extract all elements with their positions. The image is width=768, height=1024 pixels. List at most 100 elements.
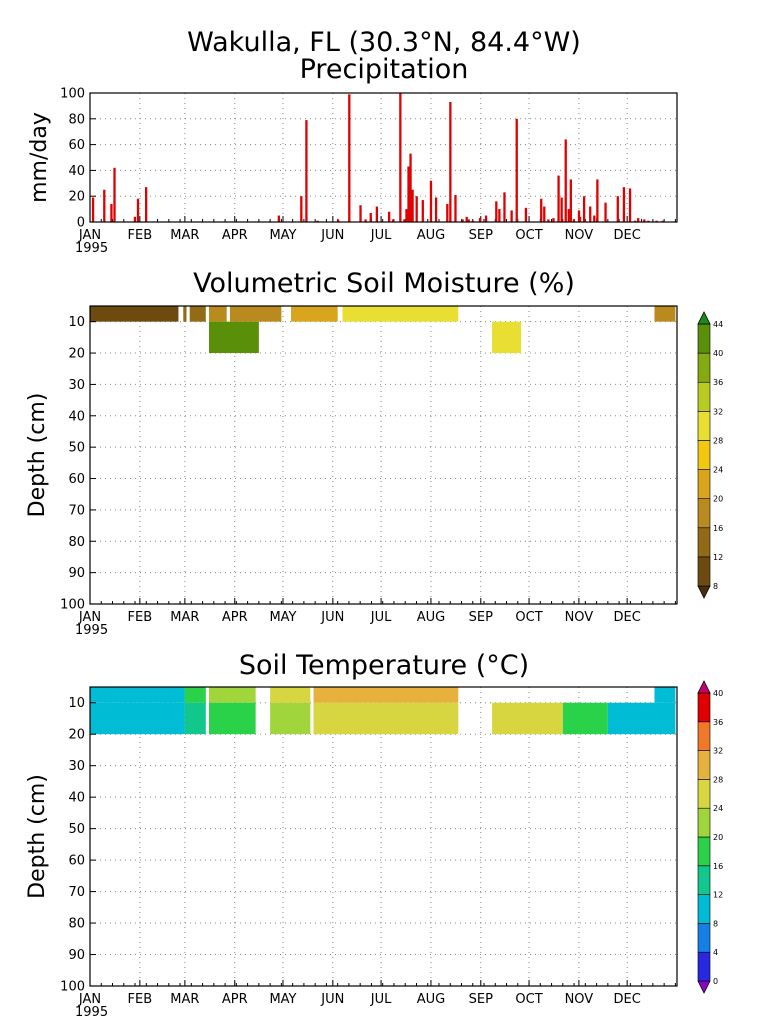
temperature-cell: [562, 702, 608, 735]
precip-ytick-label: 100: [60, 87, 85, 102]
precip-year-label: 1995: [75, 241, 108, 256]
precip-bar: [144, 187, 148, 222]
temperature-cbar-label: 12: [713, 891, 723, 900]
moisture-year-label: 1995: [75, 623, 108, 638]
precip-bar: [113, 167, 116, 222]
temperature-ylabel: Depth (cm): [25, 774, 50, 899]
temperature-cbar-label: 36: [713, 718, 723, 727]
moisture-cbar-label: 40: [713, 349, 723, 358]
precip-bar: [411, 189, 414, 222]
precip-bar: [540, 198, 543, 222]
temperature-cbar-max-tip: [697, 680, 711, 694]
moisture-cell: [189, 306, 206, 322]
precip-month-label: JUN: [320, 228, 344, 243]
precip-bar: [300, 196, 303, 222]
temperature-cbar-segment: [697, 836, 711, 867]
precip-bar: [578, 216, 582, 222]
precip-bar: [392, 219, 395, 222]
precip-bar: [616, 196, 619, 222]
precip-bar: [429, 180, 433, 222]
temperature-month-label: DEC: [613, 992, 640, 1007]
precip-bar: [316, 220, 319, 222]
precip-bar: [467, 219, 470, 222]
temperature-cbar-label: 20: [713, 833, 723, 842]
temperature-ytick-label: 10: [68, 696, 85, 711]
temperature-cell: [313, 702, 459, 735]
temperature-cell: [313, 687, 459, 703]
precip-bar: [364, 219, 367, 222]
precip-bar: [569, 179, 572, 222]
moisture-cbar-segment: [697, 352, 711, 383]
moisture-cbar-label: 8: [713, 582, 718, 591]
moisture-cell: [90, 306, 179, 322]
precip-bar: [622, 187, 626, 222]
temperature-ytick-label: 60: [68, 854, 85, 869]
temperature-cell: [209, 702, 256, 735]
moisture-cbar-label: 36: [713, 378, 723, 387]
precip-month-label: MAR: [170, 228, 199, 243]
moisture-ytick-label: 70: [68, 503, 85, 518]
precip-bar: [495, 201, 498, 222]
precip-ytick-label: 80: [68, 112, 85, 127]
precip-bar: [110, 203, 113, 222]
moisture-cell: [209, 321, 259, 354]
temperature-ytick-label: 90: [68, 948, 85, 963]
moisture-ytick-label: 40: [68, 409, 85, 424]
moisture-month-label: MAY: [269, 610, 296, 625]
temperature-cell: [209, 687, 256, 703]
moisture-cbar-min-tip: [697, 585, 711, 599]
precip-bar: [446, 203, 449, 222]
temperature-cbar-label: 32: [713, 747, 723, 756]
temperature-cell: [270, 702, 311, 735]
precip-bar: [415, 196, 418, 222]
temperature-ytick-label: 40: [68, 791, 85, 806]
moisture-month-label: MAR: [170, 610, 199, 625]
temperature-month-label: SEP: [469, 992, 493, 1007]
temperature-cbar-segment: [697, 951, 711, 982]
moisture-cell: [183, 306, 187, 322]
moisture-ytick-label: 100: [60, 598, 85, 613]
precip-frame: [89, 92, 678, 223]
moisture-ylabel: Depth (cm): [25, 393, 50, 518]
precip-month-label: NOV: [565, 228, 594, 243]
temperature-month-label: MAR: [170, 992, 199, 1007]
precip-month-label: JAN: [78, 228, 101, 243]
precip-ytick-label: 20: [68, 190, 85, 205]
moisture-cbar-label: 24: [713, 466, 723, 475]
moisture-month-label: JUN: [320, 610, 344, 625]
precip-ytick-label: 0: [77, 216, 85, 231]
temperature-cell: [654, 687, 676, 703]
precip-bar: [655, 220, 658, 222]
temperature-ytick-label: 30: [68, 759, 85, 774]
precip-bar: [478, 218, 482, 222]
soil-moisture-panel: JAN FEB MAR APR MAY JUN JUL AUG SEP OCT NOV DEC 1995…: [25, 305, 678, 638]
precip-bar: [577, 210, 581, 222]
temperature-cbar-segment: [697, 807, 711, 838]
moisture-cell: [229, 306, 282, 322]
moisture-cbar-label: 20: [713, 495, 723, 504]
precip-bar: [91, 197, 95, 222]
moisture-ytick-label: 60: [68, 472, 85, 487]
moisture-ytick-label: 90: [68, 566, 85, 581]
precip-bar: [633, 220, 637, 222]
precip-bar: [403, 219, 406, 222]
temperature-cell: [90, 687, 185, 703]
soil-temperature-colorbar: 0 4 8 12 16 20 24 28 32 36 40: [697, 680, 723, 994]
temperature-cbar-segment: [697, 865, 711, 895]
precip-bar: [557, 175, 560, 222]
precip-bar: [593, 215, 596, 222]
moisture-month-label: NOV: [565, 610, 594, 625]
moisture-cbar-label: 12: [713, 553, 723, 562]
temperature-cbar-label: 0: [713, 977, 718, 986]
precip-bar: [643, 219, 646, 222]
precip-bar: [582, 196, 586, 222]
moisture-month-label: JAN: [78, 610, 101, 625]
precip-month-label: AUG: [417, 228, 445, 243]
moisture-cell: [654, 306, 676, 322]
moisture-ytick-label: 30: [68, 378, 85, 393]
moisture-cbar-segment: [697, 556, 711, 587]
moisture-title: Volumetric Soil Moisture (%): [193, 268, 575, 299]
temperature-month-label: NOV: [565, 992, 594, 1007]
precip-ytick-label: 60: [68, 138, 85, 153]
